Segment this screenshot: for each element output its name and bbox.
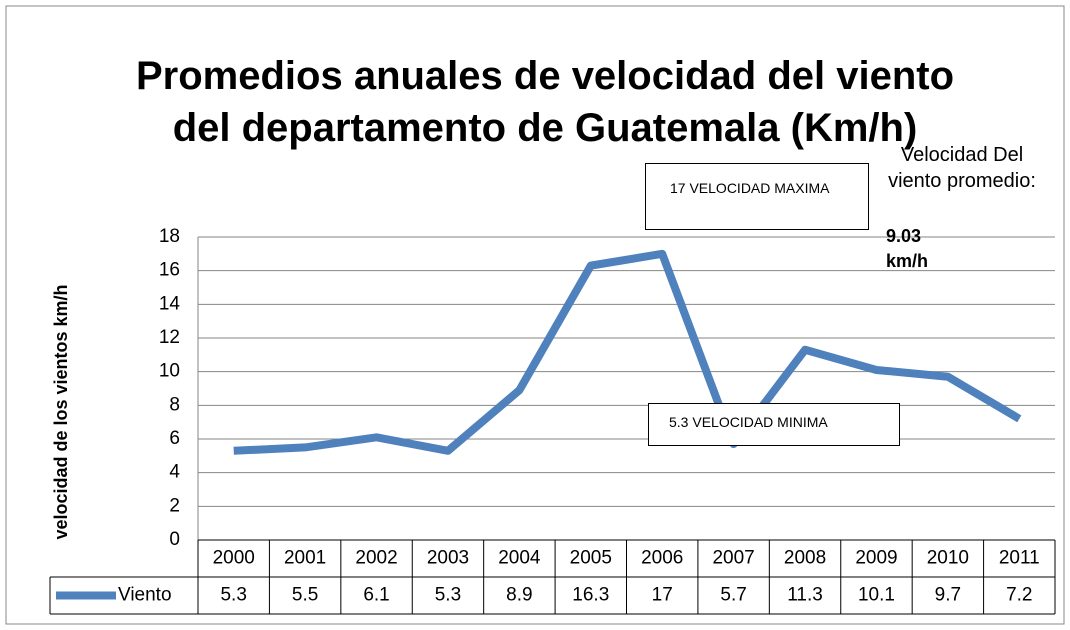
x-tick-label: 2010: [927, 548, 969, 569]
table-value: 5.7: [720, 585, 746, 606]
x-tick-label: 2005: [570, 548, 612, 569]
x-tick-label: 2004: [498, 548, 541, 569]
y-tick-label: 14: [159, 293, 181, 314]
annotation-box: 5.3 VELOCIDAD MINIMA: [648, 403, 900, 446]
annotation: Velocidad Del viento promedio:: [888, 144, 1036, 192]
line-series: [233, 249, 1022, 455]
x-tick-label: 2011: [999, 548, 1040, 569]
y-tick-label: 18: [159, 226, 180, 247]
table-value: 5.3: [435, 585, 461, 606]
table-value: 17: [652, 585, 673, 606]
x-tick-label: 2007: [712, 548, 754, 569]
y-tick-label: 2: [169, 495, 180, 516]
x-tick-label: 2009: [855, 548, 897, 569]
table-value: 8.9: [506, 585, 532, 606]
y-tick-label: 16: [159, 260, 180, 281]
table-value: 6.1: [363, 585, 389, 606]
x-tick-label: 2006: [641, 548, 683, 569]
y-tick-label: 10: [159, 361, 180, 382]
table-value: 5.5: [292, 585, 318, 606]
y-axis-label: velocidad de los vientos km/h: [51, 284, 71, 539]
x-tick-label: 2003: [427, 548, 469, 569]
table-value: 11.3: [787, 585, 823, 606]
annotation-box: 17 VELOCIDAD MAXIMA: [645, 163, 869, 230]
y-tick-label: 4: [169, 462, 180, 483]
y-tick-label: 8: [169, 394, 180, 415]
table-value: 10.1: [858, 585, 895, 606]
annotation: 9.03 km/h: [886, 226, 929, 271]
x-tick-label: 2001: [284, 548, 326, 569]
y-tick-label: 6: [169, 428, 180, 449]
x-tick-label: 2000: [213, 548, 255, 569]
table-value: 7.2: [1006, 585, 1032, 606]
table-value: 5.3: [220, 585, 246, 606]
table-value: 16.3: [572, 585, 609, 606]
chart-border: [5, 5, 1065, 625]
y-tick-label: 12: [159, 327, 180, 348]
table-value: 9.7: [935, 585, 961, 606]
x-tick-label: 2002: [355, 548, 397, 569]
legend-label: Viento: [118, 585, 172, 606]
y-tick-label: 0: [169, 529, 180, 550]
chart-title: Promedios anuales de velocidad del vient…: [135, 54, 955, 150]
x-tick-label: 2008: [784, 548, 826, 569]
